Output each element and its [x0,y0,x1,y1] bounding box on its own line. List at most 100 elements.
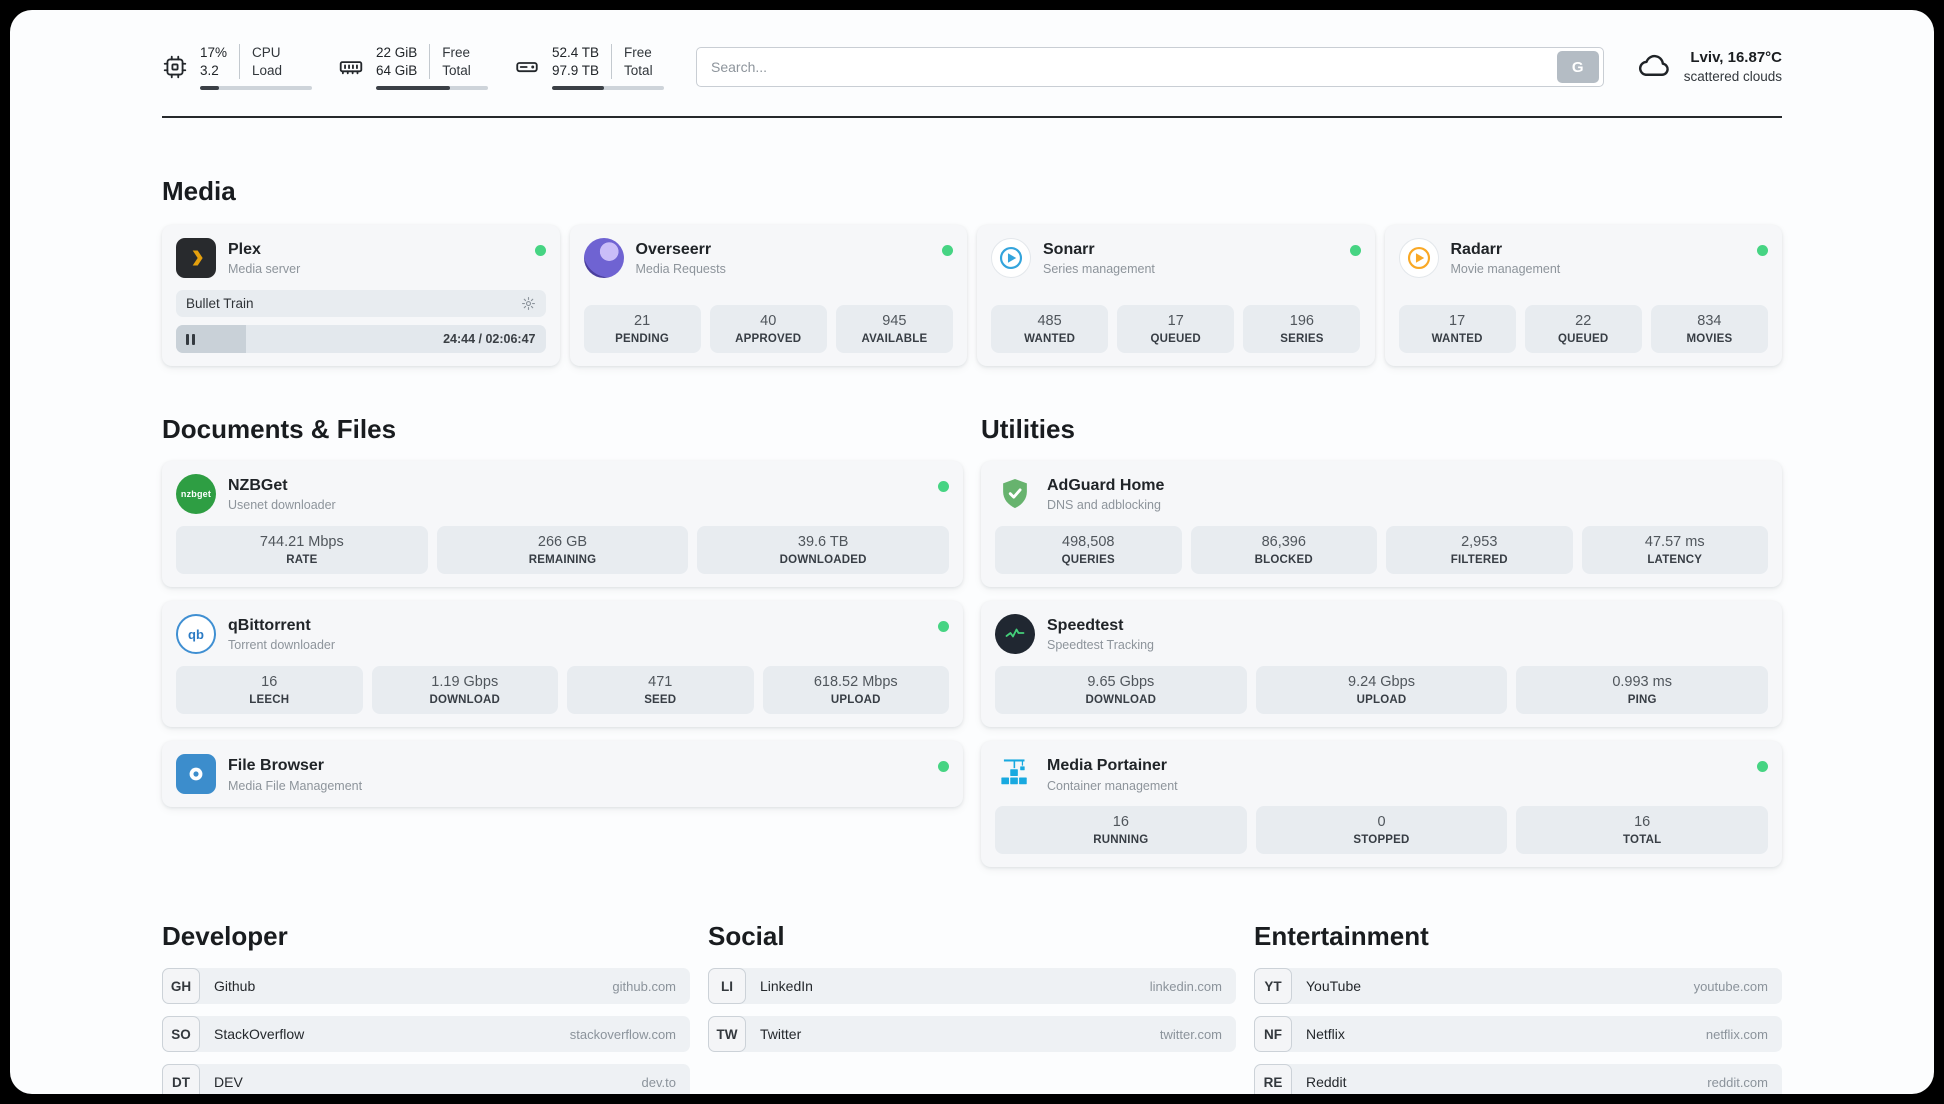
stat-tile: 9.24 Gbps UPLOAD [1255,666,1508,715]
stat-value: 17 [1167,312,1184,329]
youtube-icon: YT [1254,968,1292,1005]
link-url: youtube.com [1693,978,1768,994]
app-card-portainer[interactable]: Media Portainer Container management 16 … [981,741,1782,868]
ram-progress-bar [376,86,488,91]
disk-total-value: 97.9 TB [552,62,600,78]
plex-player-bar[interactable]: 24:44 / 02:06:47 [176,325,546,354]
netflix-icon: NF [1254,1016,1292,1053]
app-card-adguard[interactable]: AdGuard Home DNS and adblocking 498,508 … [981,461,1782,588]
app-subtitle: Media Requests [635,262,726,277]
link-github[interactable]: GH Github github.com [162,968,690,1005]
stat-tile: 618.52 Mbps UPLOAD [762,666,949,715]
disk-free-value: 52.4 TB [552,45,600,60]
app-card-plex[interactable]: Plex Media server Bullet Train 24:44 / 0… [162,225,560,367]
link-twitter[interactable]: TW Twitter twitter.com [708,1016,1236,1053]
card-titles: AdGuard Home DNS and adblocking [1047,474,1768,512]
pause-icon[interactable] [186,333,195,345]
app-name: Sonarr [1043,241,1095,259]
stat-label: STOPPED [1353,834,1410,847]
search-engine-button[interactable]: G [1556,51,1599,84]
status-dot [938,481,949,493]
stat-label: DOWNLOAD [1085,694,1157,707]
stat-value: 498,508 [1062,534,1115,551]
section-title-utilities: Utilities [981,414,1075,445]
stats-row: 16 LEECH 1.19 Gbps DOWNLOAD 471 SEED 618… [176,654,949,715]
stat-tile: 471 SEED [567,666,754,715]
stat-label: APPROVED [735,333,802,346]
status-dot [1349,245,1361,257]
app-card-sonarr[interactable]: Sonarr Series management 485 WANTED 17 Q… [977,225,1375,367]
link-linkedin[interactable]: LI LinkedIn linkedin.com [708,968,1236,1005]
app-subtitle: DNS and adblocking [1047,498,1161,513]
stat-value: 39.6 TB [797,534,849,551]
stat-label: PING [1627,694,1657,707]
card-titles: Sonarr Series management [1043,238,1338,276]
stat-value: 266 GB [537,534,588,551]
card-titles: Overseerr Media Requests [636,238,931,276]
linkedin-icon: LI [708,968,746,1005]
link-netflix[interactable]: NF Netflix netflix.com [1254,1016,1782,1053]
stat-value: 16 [1634,814,1651,831]
stats-row: 498,508 QUERIES 86,396 BLOCKED 2,953 FIL… [995,514,1768,575]
stat-value: 744.21 Mbps [259,534,344,551]
disk-total-label: Total [624,62,653,78]
link-url: github.com [612,978,676,994]
app-card-radarr[interactable]: Radarr Movie management 17 WANTED 22 QUE… [1384,225,1782,367]
links-area: Developer GH Github github.com SO StackO… [162,921,1782,1094]
app-card-overseerr[interactable]: Overseerr Media Requests 21 PENDING 40 A… [569,225,967,367]
card-titles: NZBGet Usenet downloader [228,474,926,512]
stat-tile: 47.57 ms LATENCY [1581,526,1768,575]
app-card-nzbget[interactable]: nzbget NZBGet Usenet downloader 744.21 M… [162,461,963,588]
stat-tile: 196 SERIES [1243,304,1361,354]
app-card-filebrowser[interactable]: File Browser Media File Management [162,741,963,808]
stat-value: 16 [1112,814,1129,831]
stat-tile: 485 WANTED [991,304,1109,354]
dev-icon: DT [162,1064,200,1094]
app-name: NZBGet [228,477,288,495]
link-stackoverflow[interactable]: SO StackOverflow stackoverflow.com [162,1016,690,1053]
link-reddit[interactable]: RE Reddit reddit.com [1254,1064,1782,1094]
link-url: netflix.com [1705,1026,1768,1042]
dashboard-page: 17% 3.2 CPU Load [10,10,1934,1094]
link-youtube[interactable]: YT YouTube youtube.com [1254,968,1782,1005]
card-header: File Browser Media File Management [176,754,949,795]
search-input[interactable] [711,59,1557,76]
stats-row: 485 WANTED 17 QUEUED 196 SERIES [991,293,1361,354]
stat-label: AVAILABLE [861,333,928,346]
cpu-metric: 17% 3.2 CPU Load [162,44,312,91]
stat-value: 945 [882,312,907,329]
stat-value: 1.19 Gbps [431,674,499,691]
link-name: YouTube [1306,978,1362,995]
link-name: Twitter [760,1026,802,1043]
stat-tile: 266 GB REMAINING [436,526,689,575]
card-titles: File Browser Media File Management [228,754,926,792]
app-card-speedtest[interactable]: Speedtest Speedtest Tracking 9.65 Gbps D… [981,601,1782,728]
adguard-icon [995,474,1035,514]
link-name: Reddit [1306,1074,1347,1091]
section-title-media: Media [162,176,236,207]
card-header: AdGuard Home DNS and adblocking [995,474,1768,514]
gear-icon[interactable] [521,296,536,311]
qbittorrent-icon: qb [176,614,216,655]
app-name: qBittorrent [228,617,311,635]
ram-total-value: 64 GiB [376,62,418,78]
stats-row: 21 PENDING 40 APPROVED 945 AVAILABLE [583,293,954,354]
app-name: Speedtest [1047,617,1124,635]
app-card-qbittorrent[interactable]: qb qBittorrent Torrent downloader 16 LEE… [162,601,963,728]
stat-label: PENDING [615,333,669,346]
stat-tile: 17 WANTED [1398,304,1516,354]
now-playing-title: Bullet Train [186,296,254,312]
plex-now-playing-row[interactable]: Bullet Train [176,290,546,318]
link-name: DEV [214,1074,243,1091]
link-dev[interactable]: DT DEV dev.to [162,1064,690,1094]
card-header: Media Portainer Container management [995,754,1768,794]
search-bar[interactable]: G [696,47,1604,88]
stat-label: TOTAL [1623,834,1662,847]
link-name: LinkedIn [760,978,813,995]
disk-metric: 52.4 TB 97.9 TB Free Total [514,44,664,91]
stat-tile: 498,508 QUERIES [995,526,1182,575]
stat-tile: 744.21 Mbps RATE [176,526,428,575]
stat-label: QUEUED [1558,333,1609,346]
stat-label: WANTED [1024,333,1076,346]
card-header: Overseerr Media Requests [583,238,953,279]
